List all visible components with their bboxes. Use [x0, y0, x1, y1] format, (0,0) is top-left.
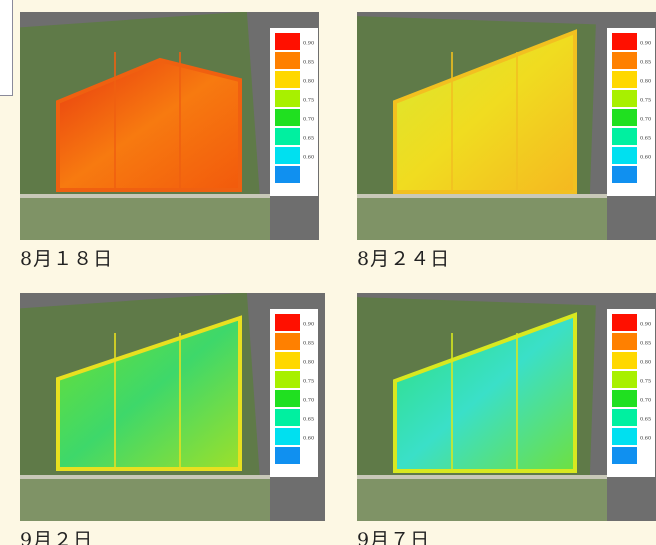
legend-label: 0.75: [640, 98, 651, 104]
legend-swatch: [612, 33, 637, 50]
legend-swatch: [612, 390, 637, 407]
caption: 9月２日: [20, 525, 325, 545]
legend-swatch: [275, 90, 300, 107]
legend-swatch: [275, 147, 300, 164]
legend-label: 0.85: [640, 341, 651, 347]
legend-label: 0.65: [303, 136, 314, 142]
road: [20, 194, 270, 198]
legend-swatch: [612, 371, 637, 388]
legend-swatch: [275, 428, 300, 445]
legend-label: 0.85: [303, 341, 314, 347]
legend-label: 0.85: [303, 60, 314, 66]
ndvi-map: 0.90 0.85 0.80 0.75 0.70 0.65 0.60: [357, 12, 656, 240]
legend-swatch: [275, 33, 300, 50]
ndvi-map: 0.90 0.85 0.80 0.75 0.70 0.65 0.60: [357, 293, 656, 521]
legend-swatch: [612, 409, 637, 426]
road: [357, 475, 607, 479]
legend-swatch: [612, 166, 637, 183]
legend-swatch: [275, 166, 300, 183]
map-panel: 0.90 0.85 0.80 0.75 0.70 0.65 0.60 9月２日: [20, 293, 325, 545]
rice-paddy: [20, 479, 270, 521]
legend-label: 0.80: [640, 360, 651, 366]
legend-label: 0.80: [640, 79, 651, 85]
page: 0.90 0.85 0.80 0.75 0.70 0.65 0.60 8月１８日 0.90 0.8…: [0, 0, 656, 545]
legend-label: 0.80: [303, 360, 314, 366]
legend-swatch: [612, 352, 637, 369]
ndvi-map: 0.90 0.85 0.80 0.75 0.70 0.65 0.60: [20, 12, 319, 240]
road: [20, 475, 270, 479]
legend-swatch: [275, 52, 300, 69]
map-panel: 0.90 0.85 0.80 0.75 0.70 0.65 0.60 9月７日: [357, 293, 656, 545]
legend-swatch: [612, 147, 637, 164]
legend-swatch: [275, 128, 300, 145]
legend-label: 0.60: [303, 155, 314, 161]
legend-swatch: [275, 314, 300, 331]
legend-swatch: [275, 352, 300, 369]
legend-label: 0.60: [640, 155, 651, 161]
legend-label: 0.65: [303, 417, 314, 423]
legend-swatch: [612, 71, 637, 88]
legend-label: 0.75: [303, 379, 314, 385]
legend-label: 0.70: [303, 398, 314, 404]
legend-swatch: [612, 90, 637, 107]
legend-label: 0.70: [303, 117, 314, 123]
caption: 8月１８日: [20, 244, 319, 271]
legend-swatch: [612, 428, 637, 445]
road: [357, 194, 607, 198]
legend-label: 0.80: [303, 79, 314, 85]
legend-swatch: [275, 371, 300, 388]
legend-swatch: [612, 333, 637, 350]
legend-swatch: [612, 314, 637, 331]
legend-swatch: [612, 52, 637, 69]
legend-swatch: [612, 447, 637, 464]
legend-label: 0.90: [303, 41, 314, 47]
legend-label: 0.75: [303, 98, 314, 104]
legend-swatch: [612, 109, 637, 126]
legend-swatch: [275, 447, 300, 464]
frame-edge: [0, 0, 13, 96]
legend-swatch: [275, 333, 300, 350]
caption: 9月７日: [357, 525, 656, 545]
legend-label: 0.85: [640, 60, 651, 66]
legend-swatch: [275, 109, 300, 126]
legend-swatch: [275, 390, 300, 407]
legend-label: 0.70: [640, 398, 651, 404]
caption: 8月２４日: [357, 244, 656, 271]
legend-label: 0.70: [640, 117, 651, 123]
rice-paddy: [20, 198, 270, 240]
legend-label: 0.60: [303, 436, 314, 442]
legend-swatch: [612, 128, 637, 145]
legend-label: 0.65: [640, 417, 651, 423]
map-panel: 0.90 0.85 0.80 0.75 0.70 0.65 0.60 8月２４日: [357, 12, 656, 271]
legend-label: 0.90: [640, 41, 651, 47]
legend-label: 0.60: [640, 436, 651, 442]
rice-paddy: [357, 479, 607, 521]
legend-swatch: [275, 71, 300, 88]
rice-paddy: [357, 198, 607, 240]
ndvi-map: 0.90 0.85 0.80 0.75 0.70 0.65 0.60: [20, 293, 325, 521]
map-panel: 0.90 0.85 0.80 0.75 0.70 0.65 0.60 8月１８日: [20, 12, 319, 271]
legend-label: 0.90: [303, 322, 314, 328]
legend-swatch: [275, 409, 300, 426]
legend-label: 0.65: [640, 136, 651, 142]
legend-label: 0.90: [640, 322, 651, 328]
legend-label: 0.75: [640, 379, 651, 385]
